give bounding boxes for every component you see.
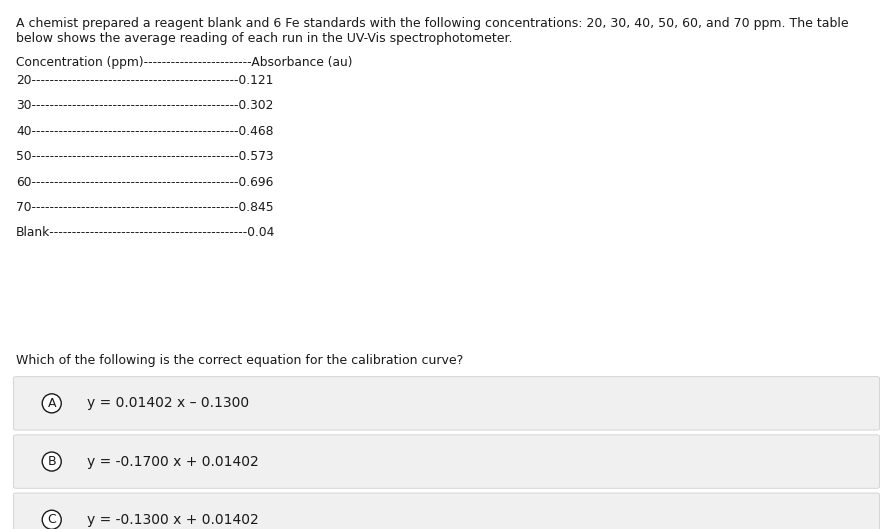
Text: Which of the following is the correct equation for the calibration curve?: Which of the following is the correct eq…: [16, 354, 463, 368]
Text: A chemist prepared a reagent blank and 6 Fe standards with the following concent: A chemist prepared a reagent blank and 6…: [16, 17, 848, 30]
Text: C: C: [47, 513, 56, 526]
Ellipse shape: [42, 394, 62, 413]
Text: y = 0.01402 x – 0.1300: y = 0.01402 x – 0.1300: [87, 396, 250, 411]
Text: 60----------------------------------------------0.696: 60--------------------------------------…: [16, 176, 274, 189]
Text: A: A: [47, 397, 56, 410]
Text: Concentration (ppm)------------------------Absorbance (au): Concentration (ppm)---------------------…: [16, 56, 352, 69]
FancyBboxPatch shape: [13, 435, 880, 488]
Text: 30----------------------------------------------0.302: 30--------------------------------------…: [16, 99, 274, 113]
FancyBboxPatch shape: [13, 377, 880, 430]
Text: 70----------------------------------------------0.845: 70--------------------------------------…: [16, 201, 274, 214]
Text: B: B: [47, 455, 56, 468]
Text: 40----------------------------------------------0.468: 40--------------------------------------…: [16, 125, 274, 138]
Text: 20----------------------------------------------0.121: 20--------------------------------------…: [16, 74, 274, 87]
Text: Blank--------------------------------------------0.04: Blank-----------------------------------…: [16, 226, 276, 240]
Text: below shows the average reading of each run in the UV-Vis spectrophotometer.: below shows the average reading of each …: [16, 32, 513, 45]
Ellipse shape: [42, 452, 62, 471]
Text: y = -0.1300 x + 0.01402: y = -0.1300 x + 0.01402: [87, 513, 260, 527]
Ellipse shape: [42, 510, 62, 529]
Text: 50----------------------------------------------0.573: 50--------------------------------------…: [16, 150, 274, 163]
Text: y = -0.1700 x + 0.01402: y = -0.1700 x + 0.01402: [87, 454, 260, 469]
FancyBboxPatch shape: [13, 493, 880, 529]
